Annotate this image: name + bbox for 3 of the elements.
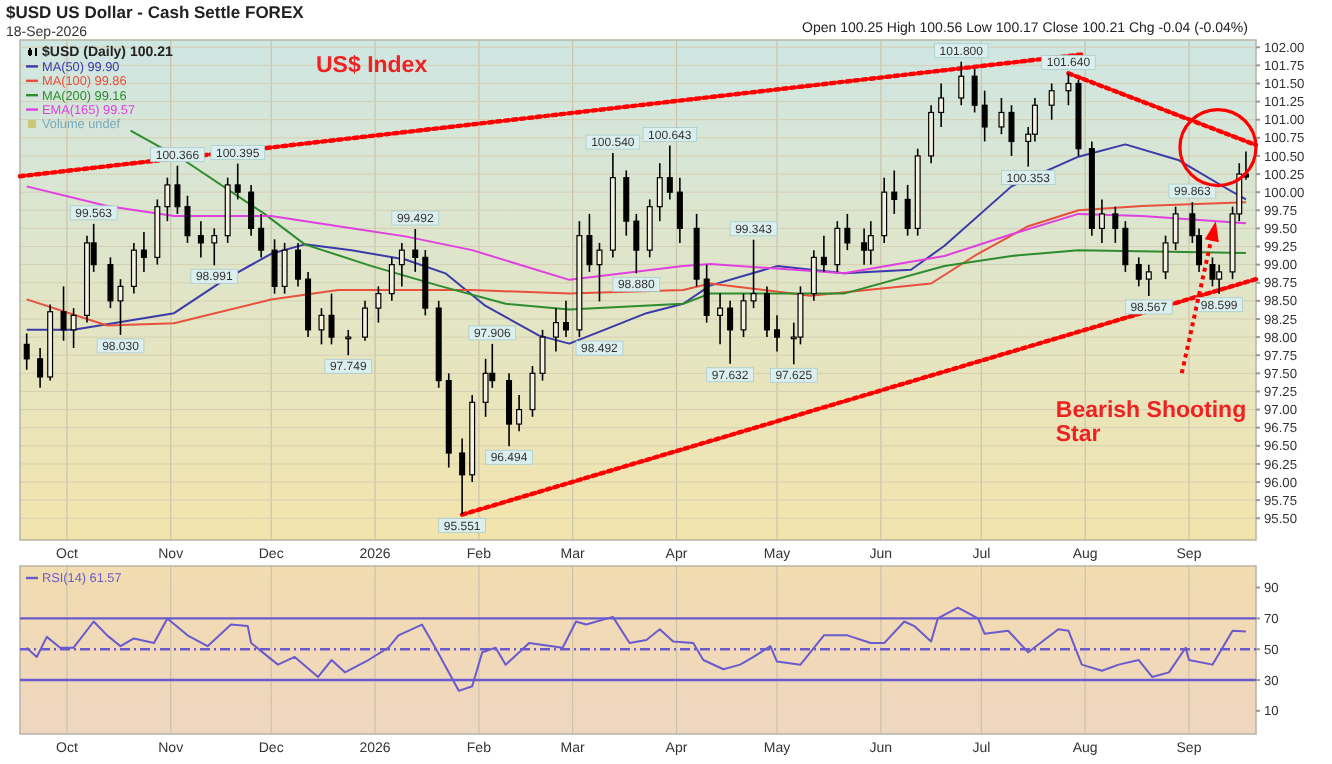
chart-title: $USD US Dollar - Cash Settle FOREX <box>6 2 305 22</box>
annotation: US$ Index <box>316 54 429 78</box>
annotation: Bearish Shooting Star <box>1055 399 1247 448</box>
